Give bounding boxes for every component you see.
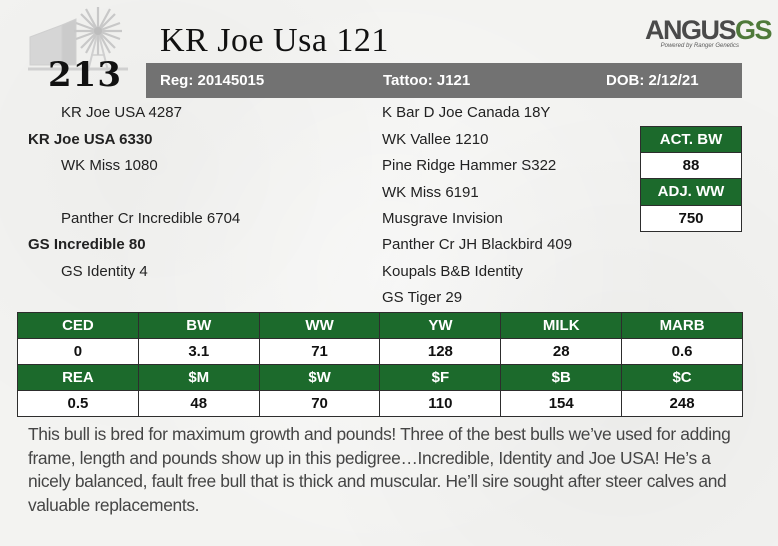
pedigree-dam: GS Incredible 80 bbox=[28, 236, 146, 253]
act-bw-value: 88 bbox=[640, 152, 742, 179]
epd-value: 110 bbox=[379, 390, 502, 417]
weights-box: ACT. BW 88 ADJ. WW 750 bbox=[640, 126, 742, 232]
lot-number: 213 bbox=[48, 55, 122, 95]
epd-value: 0.5 bbox=[17, 390, 139, 417]
epd-header: REA bbox=[17, 364, 139, 391]
epd-header: CED bbox=[17, 312, 139, 339]
epd-header: $M bbox=[137, 364, 260, 391]
epd-header-row: REA $M $W $F $B $C bbox=[17, 364, 743, 391]
epd-value: 71 bbox=[258, 338, 381, 365]
registration-number: Reg: 20145015 bbox=[160, 72, 265, 89]
pedigree-right-item: WK Vallee 1210 bbox=[382, 131, 489, 148]
epd-header: BW bbox=[137, 312, 260, 339]
epd-value: 70 bbox=[258, 390, 381, 417]
epd-header-row: CED BW WW YW MILK MARB bbox=[17, 312, 743, 339]
adj-ww-label: ADJ. WW bbox=[640, 179, 742, 206]
brand-suffix: GS bbox=[735, 15, 773, 45]
pedigree-sire: KR Joe USA 6330 bbox=[28, 131, 153, 148]
pedigree-sire-sire: KR Joe USA 4287 bbox=[61, 104, 182, 121]
epd-header: $B bbox=[500, 364, 623, 391]
epd-value: 128 bbox=[379, 338, 502, 365]
tattoo: Tattoo: J121 bbox=[383, 72, 471, 89]
brand-word: ANGUS bbox=[645, 15, 737, 45]
windmill-logo-icon bbox=[28, 7, 128, 72]
epd-header: WW bbox=[258, 312, 381, 339]
epd-value-row: 0 3.1 71 128 28 0.6 bbox=[17, 338, 743, 365]
pedigree-dam-dam: GS Identity 4 bbox=[61, 263, 148, 280]
epd-header: $F bbox=[379, 364, 502, 391]
pedigree-right-item: GS Tiger 29 bbox=[382, 289, 463, 306]
epd-table: CED BW WW YW MILK MARB 0 3.1 71 128 28 0… bbox=[17, 312, 743, 417]
pedigree-sire-dam: WK Miss 1080 bbox=[61, 157, 158, 174]
pedigree-right-item: Koupals B&B Identity bbox=[382, 263, 523, 280]
pedigree-dam-sire: Panther Cr Incredible 6704 bbox=[61, 210, 241, 227]
act-bw-label: ACT. BW bbox=[640, 126, 742, 153]
pedigree-right-item: Panther Cr JH Blackbird 409 bbox=[382, 236, 573, 253]
epd-header: MARB bbox=[621, 312, 743, 339]
epd-header: $W bbox=[258, 364, 381, 391]
epd-header: MILK bbox=[500, 312, 623, 339]
epd-value: 248 bbox=[621, 390, 743, 417]
epd-value: 0 bbox=[17, 338, 139, 365]
epd-header: $C bbox=[621, 364, 743, 391]
pedigree-right-item: Pine Ridge Hammer S322 bbox=[382, 157, 557, 174]
angus-gs-logo: ANGUSGS Powered by Ranger Genetics bbox=[645, 15, 773, 56]
pedigree-right-item: Musgrave Invision bbox=[382, 210, 503, 227]
bull-description: This bull is bred for maximum growth and… bbox=[28, 424, 731, 515]
registration-bar: Reg: 20145015 Tattoo: J121 DOB: 2/12/21 bbox=[146, 63, 742, 98]
epd-value: 0.6 bbox=[621, 338, 743, 365]
epd-value: 3.1 bbox=[137, 338, 260, 365]
epd-value: 28 bbox=[500, 338, 623, 365]
pedigree-right-item: K Bar D Joe Canada 18Y bbox=[382, 104, 551, 121]
animal-name-title: KR Joe Usa 121 bbox=[160, 22, 389, 59]
epd-value-row: 0.5 48 70 110 154 248 bbox=[17, 390, 743, 417]
epd-value: 48 bbox=[137, 390, 260, 417]
brand-tagline: Powered by Ranger Genetics bbox=[660, 43, 739, 49]
epd-value: 154 bbox=[500, 390, 623, 417]
pedigree-right-item: WK Miss 6191 bbox=[382, 184, 479, 201]
epd-header: YW bbox=[379, 312, 502, 339]
date-of-birth: DOB: 2/12/21 bbox=[606, 72, 699, 89]
adj-ww-value: 750 bbox=[640, 205, 742, 232]
